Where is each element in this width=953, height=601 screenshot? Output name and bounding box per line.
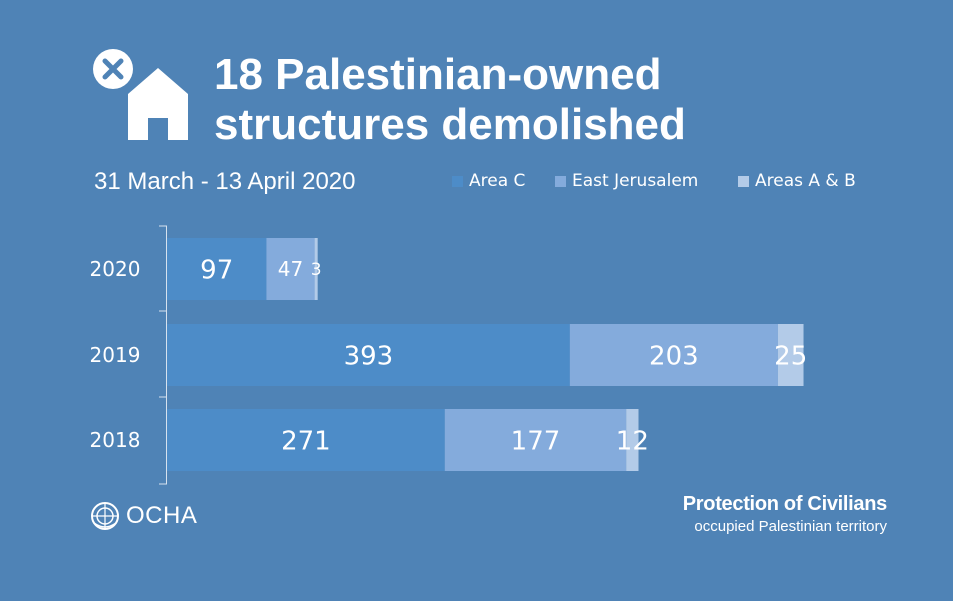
data-label: 271 bbox=[281, 426, 331, 456]
legend-label: Areas A & B bbox=[755, 171, 856, 191]
data-label: 47 bbox=[278, 257, 303, 281]
legend-item-areas-a-b: Areas A & B bbox=[738, 171, 856, 191]
program-subtitle: occupied Palestinian territory bbox=[694, 518, 887, 535]
data-label: 393 bbox=[344, 341, 394, 371]
data-label: 12 bbox=[616, 426, 649, 456]
un-emblem-icon bbox=[91, 502, 119, 530]
program-logo: Protection of Civilians occupied Palesti… bbox=[682, 493, 888, 535]
bar-segment bbox=[167, 409, 445, 471]
title-line-2: structures demolished bbox=[214, 100, 686, 149]
date-range-subtitle: 31 March - 13 April 2020 bbox=[94, 168, 356, 195]
data-label: 177 bbox=[511, 426, 561, 456]
legend-item-east-jerusalem: East Jerusalem bbox=[555, 171, 698, 191]
house-icon bbox=[128, 68, 188, 140]
bar-segment bbox=[266, 238, 315, 300]
bar-segment bbox=[777, 324, 804, 386]
legend-swatch bbox=[452, 175, 463, 187]
data-label: 3 bbox=[311, 260, 322, 280]
data-label: 203 bbox=[649, 341, 699, 371]
bar-segment bbox=[626, 409, 639, 471]
bar-segment bbox=[569, 324, 778, 386]
data-label: 25 bbox=[774, 341, 807, 371]
bar-segment bbox=[167, 238, 267, 300]
legend-swatch bbox=[555, 175, 566, 187]
chart-title: 18 Palestinian-owned structures demolish… bbox=[214, 50, 914, 150]
ocha-logo: OCHA bbox=[90, 501, 197, 531]
category-label: 2019 bbox=[90, 343, 141, 367]
bar-segment bbox=[314, 238, 318, 300]
program-title: Protection of Civilians bbox=[682, 493, 888, 515]
legend-swatch bbox=[738, 175, 749, 187]
category-label: 2018 bbox=[90, 428, 141, 452]
legend-item-area-c: Area C bbox=[452, 171, 525, 191]
category-label: 2020 bbox=[90, 257, 141, 281]
legend-label: Area C bbox=[469, 171, 526, 191]
org-name: OCHA bbox=[126, 502, 198, 529]
bar-segment bbox=[444, 409, 627, 471]
close-circle-icon bbox=[93, 49, 133, 89]
data-label: 97 bbox=[200, 255, 233, 285]
title-line-1: 18 Palestinian-owned bbox=[214, 50, 662, 99]
legend-label: East Jerusalem bbox=[572, 171, 699, 191]
bar-segment bbox=[167, 324, 570, 386]
